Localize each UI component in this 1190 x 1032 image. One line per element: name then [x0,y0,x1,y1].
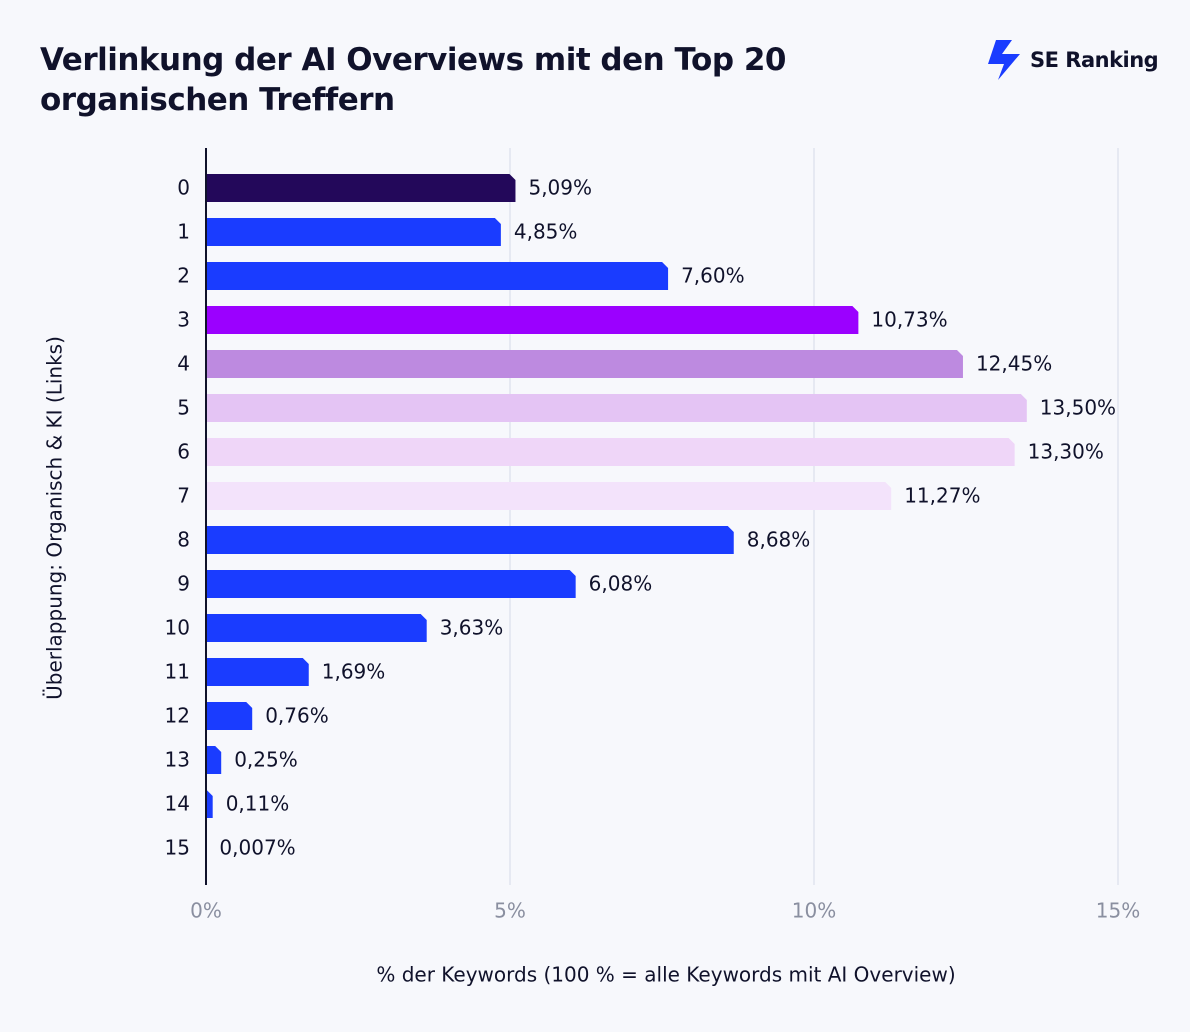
bar [206,746,222,774]
logo: SE Ranking [986,40,1159,80]
y-tick-label: 1 [177,220,190,244]
data-label: 5,09% [528,176,592,200]
bar [206,218,501,246]
data-label: 6,08% [589,572,653,596]
data-label: 13,50% [1040,396,1116,420]
data-label: 4,85% [514,220,578,244]
data-label: 3,63% [440,616,504,640]
data-label: 12,45% [976,352,1052,376]
bar [206,482,892,510]
y-tick-label: 8 [177,528,190,552]
bar [206,702,253,730]
y-tick-label: 10 [165,616,190,640]
y-axis-title: Überlappung: Organisch & KI (Links) [43,336,67,700]
y-tick-label: 12 [165,704,190,728]
y-tick-label: 6 [177,440,190,464]
bar [206,438,1015,466]
data-label: 1,69% [322,660,386,684]
data-label: 13,30% [1028,440,1104,464]
y-tick-label: 15 [165,836,190,860]
bar [206,658,309,686]
bar [206,790,213,818]
y-tick-label: 0 [177,176,190,200]
y-tick-label: 7 [177,484,190,508]
y-tick-label: 13 [165,748,190,772]
y-tick-label: 2 [177,264,190,288]
bar [206,174,516,202]
data-label: 11,27% [904,484,980,508]
chart-title: Verlinkung der AI Overviews mit den Top … [40,42,786,118]
bar [206,262,669,290]
x-axis-title: % der Keywords (100 % = alle Keywords mi… [376,963,955,987]
y-tick-label: 3 [177,308,190,332]
bar [206,526,734,554]
y-tick-label: 5 [177,396,190,420]
bar [206,306,859,334]
x-tick-label: 5% [494,899,526,923]
logo-icon [988,40,1020,80]
data-label: 0,25% [234,748,298,772]
data-label: 10,73% [871,308,947,332]
data-label: 0,11% [226,792,290,816]
bar [206,394,1027,422]
x-tick-label: 15% [1096,899,1140,923]
y-tick-label: 14 [165,792,190,816]
bar [206,350,963,378]
data-label: 8,68% [747,528,811,552]
x-tick-label: 10% [792,899,836,923]
y-tick-label: 9 [177,572,190,596]
data-label: 7,60% [681,264,745,288]
data-label: 0,007% [219,836,295,860]
y-tick-label: 4 [177,352,190,376]
bar [206,614,427,642]
logo-text: SE Ranking [1030,48,1159,72]
data-label: 0,76% [265,704,329,728]
bar [206,570,576,598]
x-tick-label: 0% [190,899,222,923]
y-tick-label: 11 [165,660,190,684]
